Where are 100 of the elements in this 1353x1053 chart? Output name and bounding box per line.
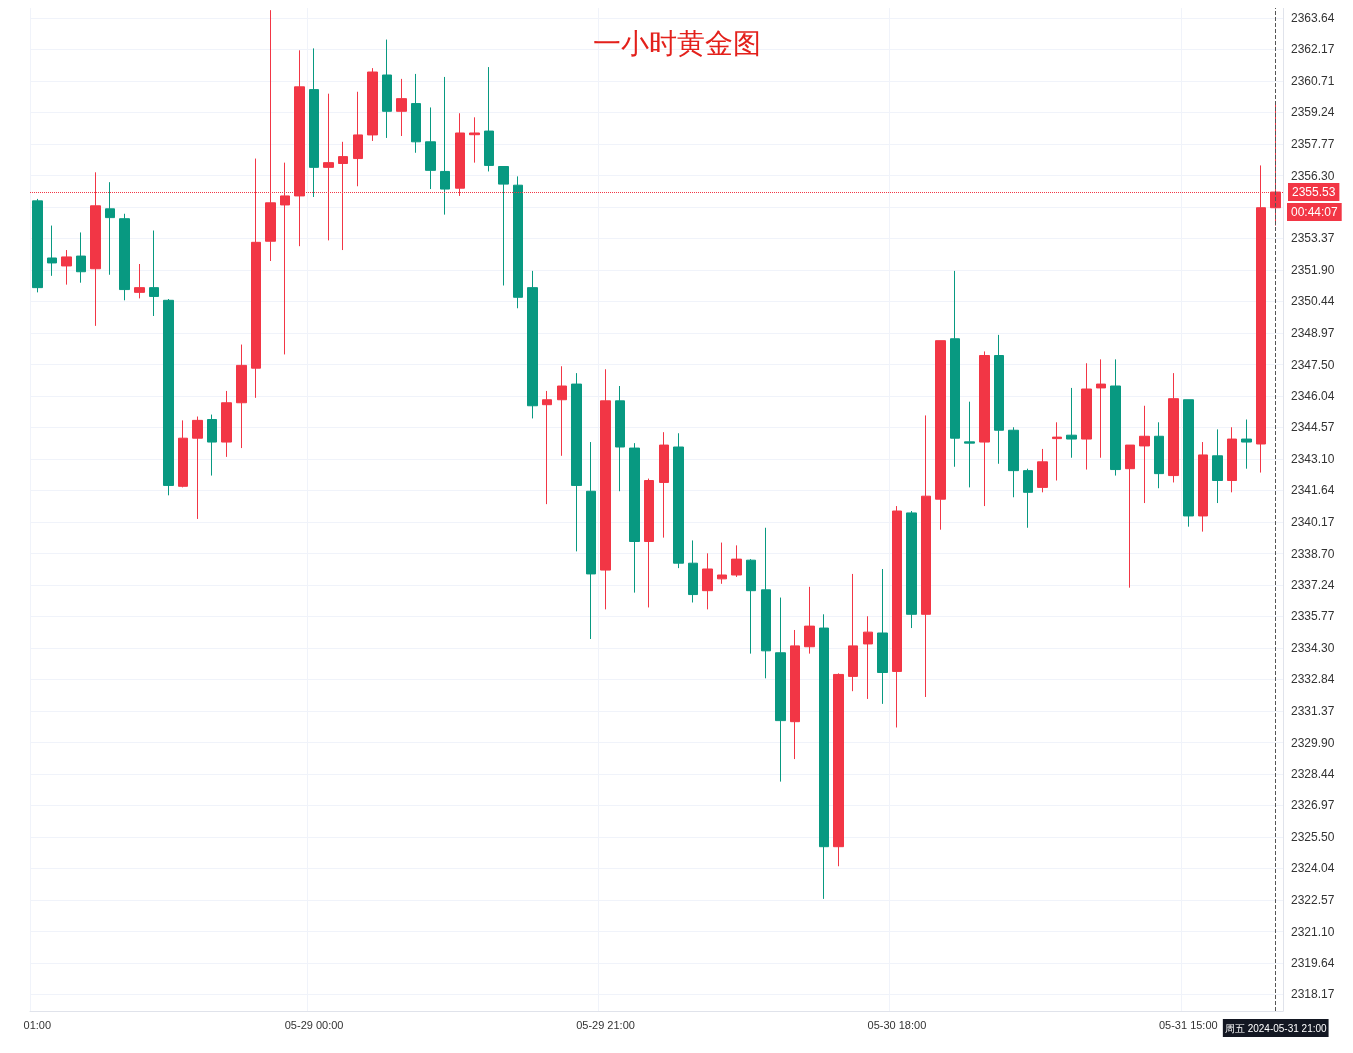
y-tick-label: 2329.90 — [1291, 735, 1335, 750]
candlestick — [950, 270, 960, 468]
y-tick-label: 2318.17 — [1291, 987, 1335, 1002]
candlestick — [119, 213, 130, 301]
y-tick-label: 2343.10 — [1291, 452, 1335, 467]
candlestick — [761, 527, 771, 679]
candlestick — [906, 510, 917, 629]
candlestick — [134, 263, 145, 299]
y-tick-label: 2338.70 — [1291, 546, 1335, 561]
candlestick — [1212, 428, 1223, 504]
candlestick — [964, 401, 975, 488]
candlestick — [353, 91, 363, 187]
x-tick-label: 05-31 15:00 — [1158, 1018, 1218, 1031]
candlestick — [469, 116, 480, 164]
candlestick — [1227, 426, 1237, 493]
y-tick-label: 2351.90 — [1291, 263, 1335, 278]
candlestick — [484, 66, 494, 172]
candlestick — [833, 672, 844, 867]
y-tick-label: 2344.57 — [1291, 420, 1335, 435]
candlestick — [994, 334, 1004, 465]
x-tick-label: 周五 2024-05-31 21:00 — [1224, 1022, 1328, 1034]
y-tick-label: 2321.10 — [1291, 924, 1335, 939]
candlestick — [163, 298, 174, 496]
y-tick-label: 2360.71 — [1291, 73, 1335, 88]
y-tick-label: 2335.77 — [1291, 609, 1335, 624]
candlestick — [717, 542, 727, 585]
x-tick-label: 05-29 21:00 — [576, 1018, 635, 1031]
candlestick — [731, 544, 742, 578]
candlestick — [659, 431, 669, 539]
y-tick-label: 2334.30 — [1291, 641, 1335, 656]
candlestick — [921, 414, 931, 698]
candlestick — [1023, 468, 1033, 529]
candlestick — [819, 613, 829, 900]
candlestick — [149, 230, 159, 317]
candlestick — [382, 39, 392, 139]
y-tick-label: 2348.97 — [1291, 325, 1335, 340]
candlestick — [1198, 441, 1208, 533]
candlestick — [1168, 372, 1179, 483]
candlestick — [396, 78, 407, 137]
candlestick — [309, 47, 319, 198]
candlestick — [192, 416, 203, 520]
candlestick — [1154, 421, 1164, 489]
candlestick — [600, 368, 611, 610]
candlestick — [804, 586, 815, 655]
candlestick — [863, 615, 873, 700]
candlestick — [1037, 448, 1048, 493]
candlestick — [425, 106, 436, 190]
y-tick-label: 2346.04 — [1291, 388, 1335, 403]
text: 一小时黄金图 — [592, 26, 761, 60]
candlestick — [367, 67, 378, 142]
y-tick-label: 2319.64 — [1291, 955, 1335, 970]
y-tick-label: 2326.97 — [1291, 798, 1335, 813]
y-tick-label: 2356.30 — [1291, 168, 1335, 183]
candlestick — [877, 568, 888, 705]
candlestick — [61, 249, 72, 286]
candlestick — [221, 390, 232, 458]
candlestick — [702, 552, 713, 610]
candlestick — [1110, 358, 1121, 477]
y-tick-label: 2328.44 — [1291, 766, 1335, 781]
candlestick — [1139, 405, 1150, 504]
y-tick-label: 2363.64 — [1291, 10, 1335, 25]
y-tick-label: 2331.37 — [1291, 703, 1335, 718]
candlestick — [979, 350, 990, 507]
candlestick — [1081, 362, 1092, 471]
candlestick — [178, 419, 188, 488]
candlestick — [498, 166, 509, 286]
candlestick — [1096, 358, 1106, 459]
candlestick — [440, 76, 450, 216]
candlestick — [892, 505, 902, 728]
candlestick — [76, 231, 86, 284]
candlestick — [411, 73, 421, 154]
candlestick — [1066, 387, 1077, 459]
y-tick-label: 2350.44 — [1291, 294, 1335, 309]
candlestick — [746, 558, 756, 655]
candlestick — [513, 175, 523, 309]
text: 00:44:07 — [1291, 205, 1339, 220]
y-tick-label: 2353.37 — [1291, 231, 1335, 246]
candlestick — [557, 365, 567, 457]
candlestick — [571, 372, 582, 552]
candlestick — [615, 385, 625, 492]
candlestick — [629, 442, 640, 594]
y-tick-label: 2357.77 — [1291, 136, 1335, 151]
candlestick — [542, 390, 552, 505]
candlestick — [105, 181, 115, 276]
y-tick-label: 2341.64 — [1291, 483, 1335, 498]
candlestick — [1241, 419, 1252, 470]
y-tick-label: 2359.24 — [1291, 105, 1335, 120]
y-tick-label: 2337.24 — [1291, 577, 1335, 592]
y-tick-label: 2362.17 — [1291, 42, 1335, 57]
candlestick — [236, 344, 247, 449]
y-tick-label: 2347.50 — [1291, 357, 1335, 372]
candlestick — [644, 478, 654, 608]
candlestick — [32, 198, 43, 293]
candlestick — [586, 441, 596, 640]
candlestick — [673, 432, 684, 569]
y-tick-label: 2325.50 — [1291, 830, 1335, 845]
x-tick-label: 01:00 — [23, 1018, 52, 1031]
candlestick — [1008, 426, 1019, 498]
ref-line-label: 2355.53 — [1292, 185, 1336, 200]
candlestick — [527, 270, 538, 419]
